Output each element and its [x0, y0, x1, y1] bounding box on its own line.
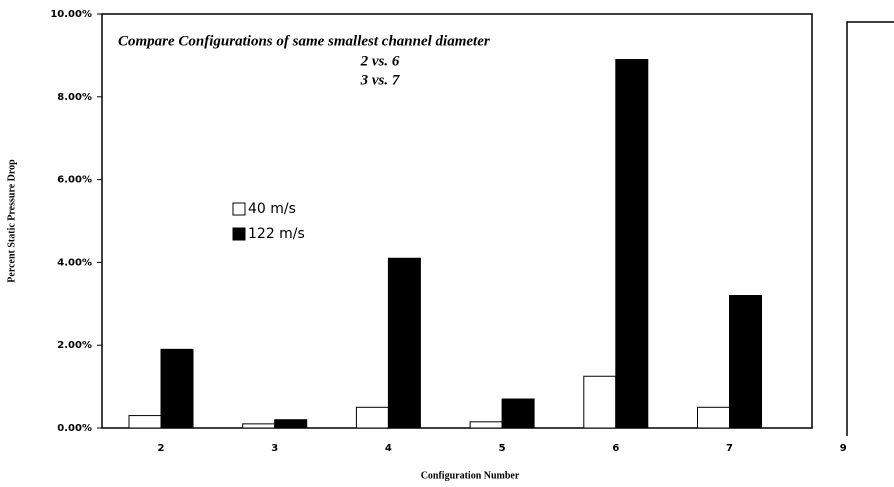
x-tick-label: 4	[385, 443, 392, 454]
bar	[729, 295, 762, 429]
plot-frame	[101, 13, 813, 429]
bar	[469, 421, 503, 429]
bar	[128, 415, 162, 429]
x-tick-label: 5	[499, 443, 506, 454]
x-tick-label: 2	[158, 443, 165, 454]
annotation: 3 vs. 7	[360, 72, 400, 88]
x-tick-label: 9	[840, 443, 847, 454]
bar	[355, 406, 389, 429]
bar	[387, 257, 421, 429]
y-tick-label: 6.00%	[57, 175, 92, 186]
bar	[583, 375, 617, 429]
legend	[228, 194, 340, 250]
bar	[242, 423, 276, 429]
y-tick-label: 10.00%	[50, 9, 92, 20]
x-axis-label: Configuration Number	[421, 470, 520, 481]
x-tick-label: 7	[726, 443, 733, 454]
annotation: Compare Configurations of same smallest …	[118, 33, 490, 49]
bar	[697, 406, 730, 429]
legend-label: 122 m/s	[248, 226, 305, 242]
bar	[615, 59, 649, 429]
bar	[501, 398, 535, 429]
bar	[160, 348, 194, 429]
x-tick-label: 3	[271, 443, 278, 454]
legend-swatch	[232, 227, 246, 241]
annotation: 2 vs. 6	[360, 53, 400, 69]
y-tick-label: 4.00%	[57, 257, 92, 268]
y-axis-label: Percent Static Pressure Drop	[6, 159, 17, 283]
legend-label: 40 m/s	[248, 201, 296, 217]
legend-swatch	[232, 202, 246, 216]
y-tick-label: 0.00%	[57, 423, 92, 434]
x-tick-label: 6	[612, 443, 619, 454]
y-tick-label: 8.00%	[57, 92, 92, 103]
y-tick-label: 2.00%	[57, 340, 92, 351]
bar	[274, 419, 308, 429]
side-frame	[846, 21, 894, 436]
